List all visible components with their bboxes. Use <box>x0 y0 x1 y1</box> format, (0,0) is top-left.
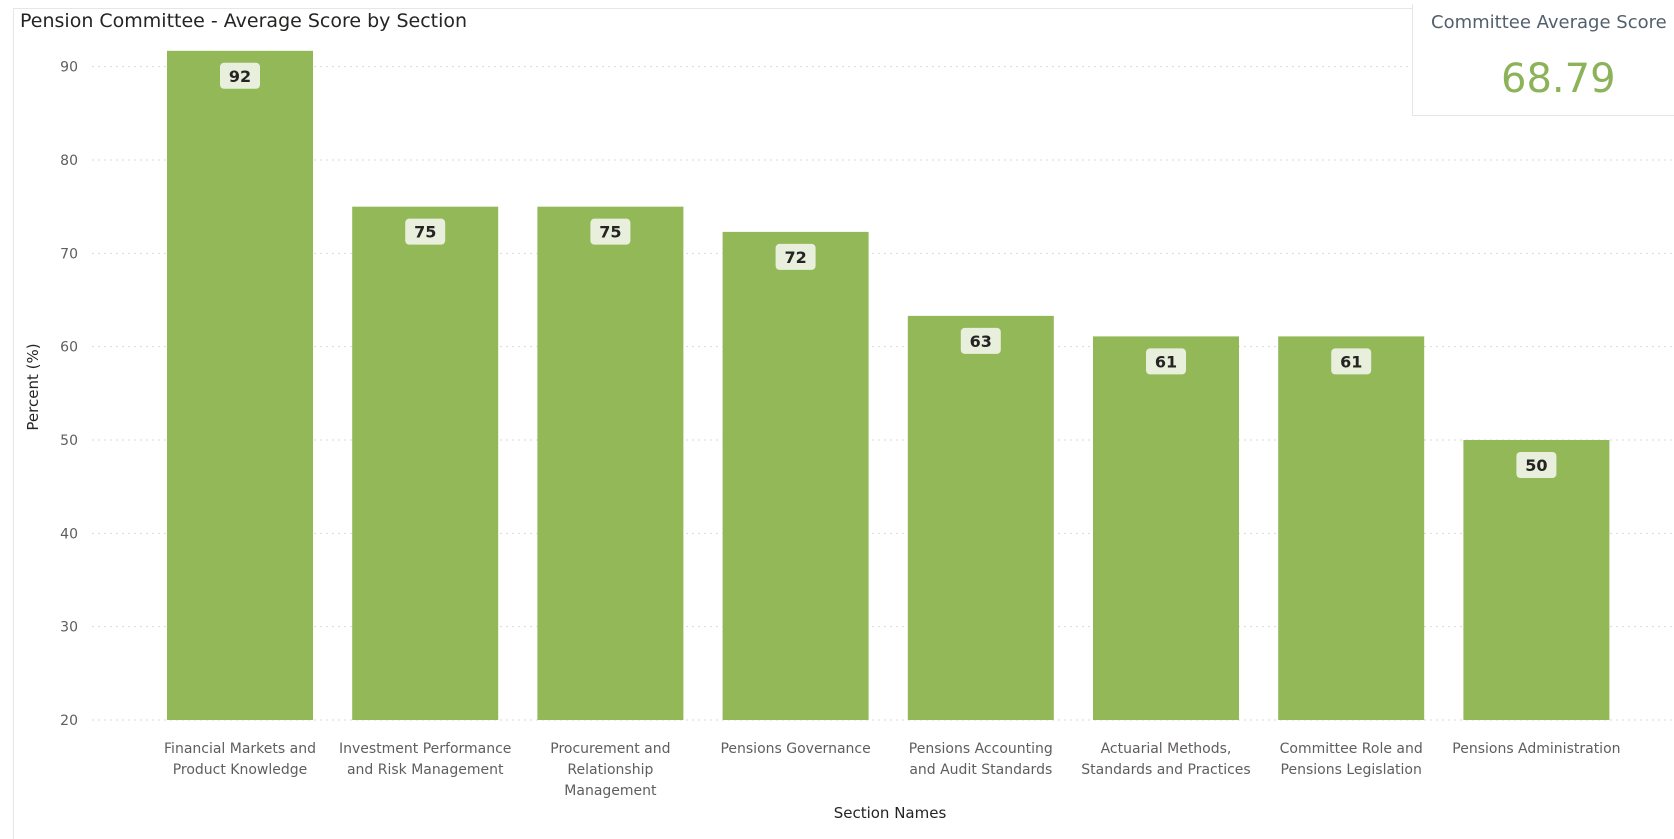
y-axis-ticks: 20 30 40 50 60 70 80 90 <box>60 60 78 729</box>
data-label: 72 <box>784 248 806 267</box>
visual-frame <box>13 8 1674 839</box>
bars[interactable] <box>167 50 1610 721</box>
data-label: 61 <box>1155 352 1177 371</box>
data-label-box <box>960 327 1001 354</box>
x-axis-categories: Financial Markets and Product Knowledge In… <box>164 741 1621 799</box>
bar[interactable] <box>907 315 1054 720</box>
x-category-label: and Risk Management <box>347 762 504 778</box>
data-label: 75 <box>414 223 436 242</box>
x-category-label: Pensions Administration <box>1452 741 1620 757</box>
x-category-label: Pensions Accounting <box>909 741 1053 757</box>
x-category-label: Committee Role and <box>1280 741 1423 757</box>
bar[interactable] <box>352 206 499 720</box>
chart-title: Pension Committee - Average Score by Sec… <box>20 10 468 32</box>
gridlines <box>92 66 1674 721</box>
card-title: Committee Average Score <box>1431 12 1667 33</box>
y-tick-label: 60 <box>60 340 78 356</box>
data-label: 75 <box>599 223 621 242</box>
card-value: 68.79 <box>1501 56 1616 102</box>
y-tick-label: 80 <box>60 153 78 169</box>
y-tick-label: 70 <box>60 246 78 262</box>
x-category-label: Relationship <box>567 762 653 778</box>
data-label: 61 <box>1340 352 1362 371</box>
x-category-label: and Audit Standards <box>909 762 1052 778</box>
data-label: 50 <box>1525 456 1547 475</box>
committee-average-card: Committee Average Score 68.79 <box>1412 4 1674 116</box>
data-label-box <box>590 218 631 245</box>
data-labels: 92 75 75 72 63 61 61 50 <box>220 62 1557 479</box>
y-tick-label: 90 <box>60 60 78 76</box>
bar[interactable] <box>1278 336 1425 720</box>
data-label: 92 <box>229 67 251 86</box>
data-label-box <box>1331 348 1372 375</box>
bar[interactable] <box>1093 336 1239 720</box>
y-tick-label: 30 <box>60 620 78 636</box>
bar-chart[interactable]: 20 30 40 50 60 70 80 90 92 75 75 72 63 61 61 50 Financ… <box>0 0 1674 821</box>
x-category-label: Actuarial Methods, <box>1101 741 1232 757</box>
data-label-box <box>220 62 260 89</box>
data-label-box <box>405 218 446 245</box>
x-category-label: Financial Markets and <box>164 741 316 757</box>
x-category-label: Product Knowledge <box>173 762 308 778</box>
x-category-label: Pensions Legislation <box>1281 762 1422 778</box>
y-tick-label: 40 <box>60 526 78 542</box>
bar[interactable] <box>1463 440 1610 720</box>
x-category-label: Investment Performance <box>339 741 511 757</box>
x-category-label: Management <box>564 783 657 799</box>
data-label-box <box>775 243 816 270</box>
x-category-label: Procurement and <box>550 741 670 757</box>
y-tick-label: 50 <box>60 433 78 449</box>
y-axis-title: Percent (%) <box>24 343 42 430</box>
x-category-label: Pensions Governance <box>720 741 870 757</box>
x-axis-title: Section Names <box>834 804 947 821</box>
bar[interactable] <box>537 206 684 720</box>
data-label: 63 <box>970 332 992 351</box>
bar[interactable] <box>167 50 313 721</box>
data-label-box <box>1516 452 1557 479</box>
bar[interactable] <box>722 231 869 720</box>
data-label-box <box>1146 348 1186 375</box>
x-category-label: Standards and Practices <box>1081 762 1250 778</box>
y-tick-label: 20 <box>60 713 78 729</box>
